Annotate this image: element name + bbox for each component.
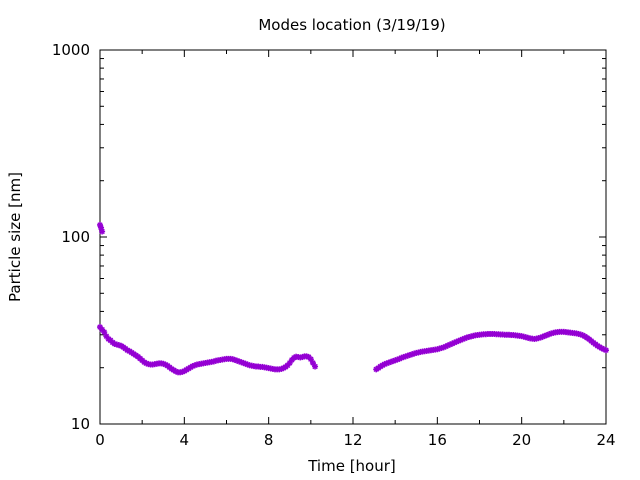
y-tick-label: 100 [61, 228, 90, 246]
x-tick-label: 20 [512, 431, 531, 449]
x-tick-label: 24 [596, 431, 615, 449]
data-point [99, 228, 106, 235]
y-axis-ticks: 10 100 1000 [52, 41, 606, 433]
y-axis-title: Particle size [nm] [6, 172, 24, 302]
x-axis-title: Time [hour] [307, 457, 396, 475]
y-tick-label: 10 [71, 415, 90, 433]
x-tick-label: 12 [343, 431, 362, 449]
x-axis-ticks: 0 4 8 12 16 20 24 [95, 50, 616, 449]
data-points [97, 221, 609, 376]
y-minor-ticks [100, 58, 606, 369]
y-tick-label: 1000 [52, 41, 90, 59]
x-tick-label: 4 [180, 431, 190, 449]
x-tick-label: 16 [428, 431, 447, 449]
data-point [312, 363, 319, 370]
x-tick-label: 0 [95, 431, 105, 449]
data-point [603, 347, 609, 354]
x-tick-label: 8 [264, 431, 274, 449]
chart-title: Modes location (3/19/19) [258, 16, 445, 34]
